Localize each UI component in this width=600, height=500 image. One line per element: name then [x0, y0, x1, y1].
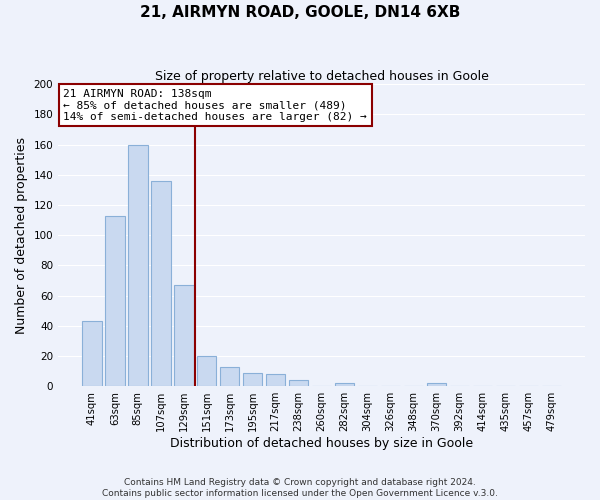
- Bar: [105, 216, 125, 386]
- Bar: [174, 285, 194, 386]
- Bar: [243, 372, 262, 386]
- Y-axis label: Number of detached properties: Number of detached properties: [15, 136, 28, 334]
- Title: Size of property relative to detached houses in Goole: Size of property relative to detached ho…: [155, 70, 488, 83]
- Bar: [151, 181, 170, 386]
- Text: Contains HM Land Registry data © Crown copyright and database right 2024.
Contai: Contains HM Land Registry data © Crown c…: [102, 478, 498, 498]
- X-axis label: Distribution of detached houses by size in Goole: Distribution of detached houses by size …: [170, 437, 473, 450]
- Bar: [335, 383, 355, 386]
- Bar: [82, 322, 101, 386]
- Bar: [197, 356, 217, 386]
- Bar: [289, 380, 308, 386]
- Text: 21 AIRMYN ROAD: 138sqm
← 85% of detached houses are smaller (489)
14% of semi-de: 21 AIRMYN ROAD: 138sqm ← 85% of detached…: [64, 88, 367, 122]
- Bar: [220, 366, 239, 386]
- Bar: [427, 383, 446, 386]
- Bar: [266, 374, 286, 386]
- Bar: [128, 144, 148, 386]
- Text: 21, AIRMYN ROAD, GOOLE, DN14 6XB: 21, AIRMYN ROAD, GOOLE, DN14 6XB: [140, 5, 460, 20]
